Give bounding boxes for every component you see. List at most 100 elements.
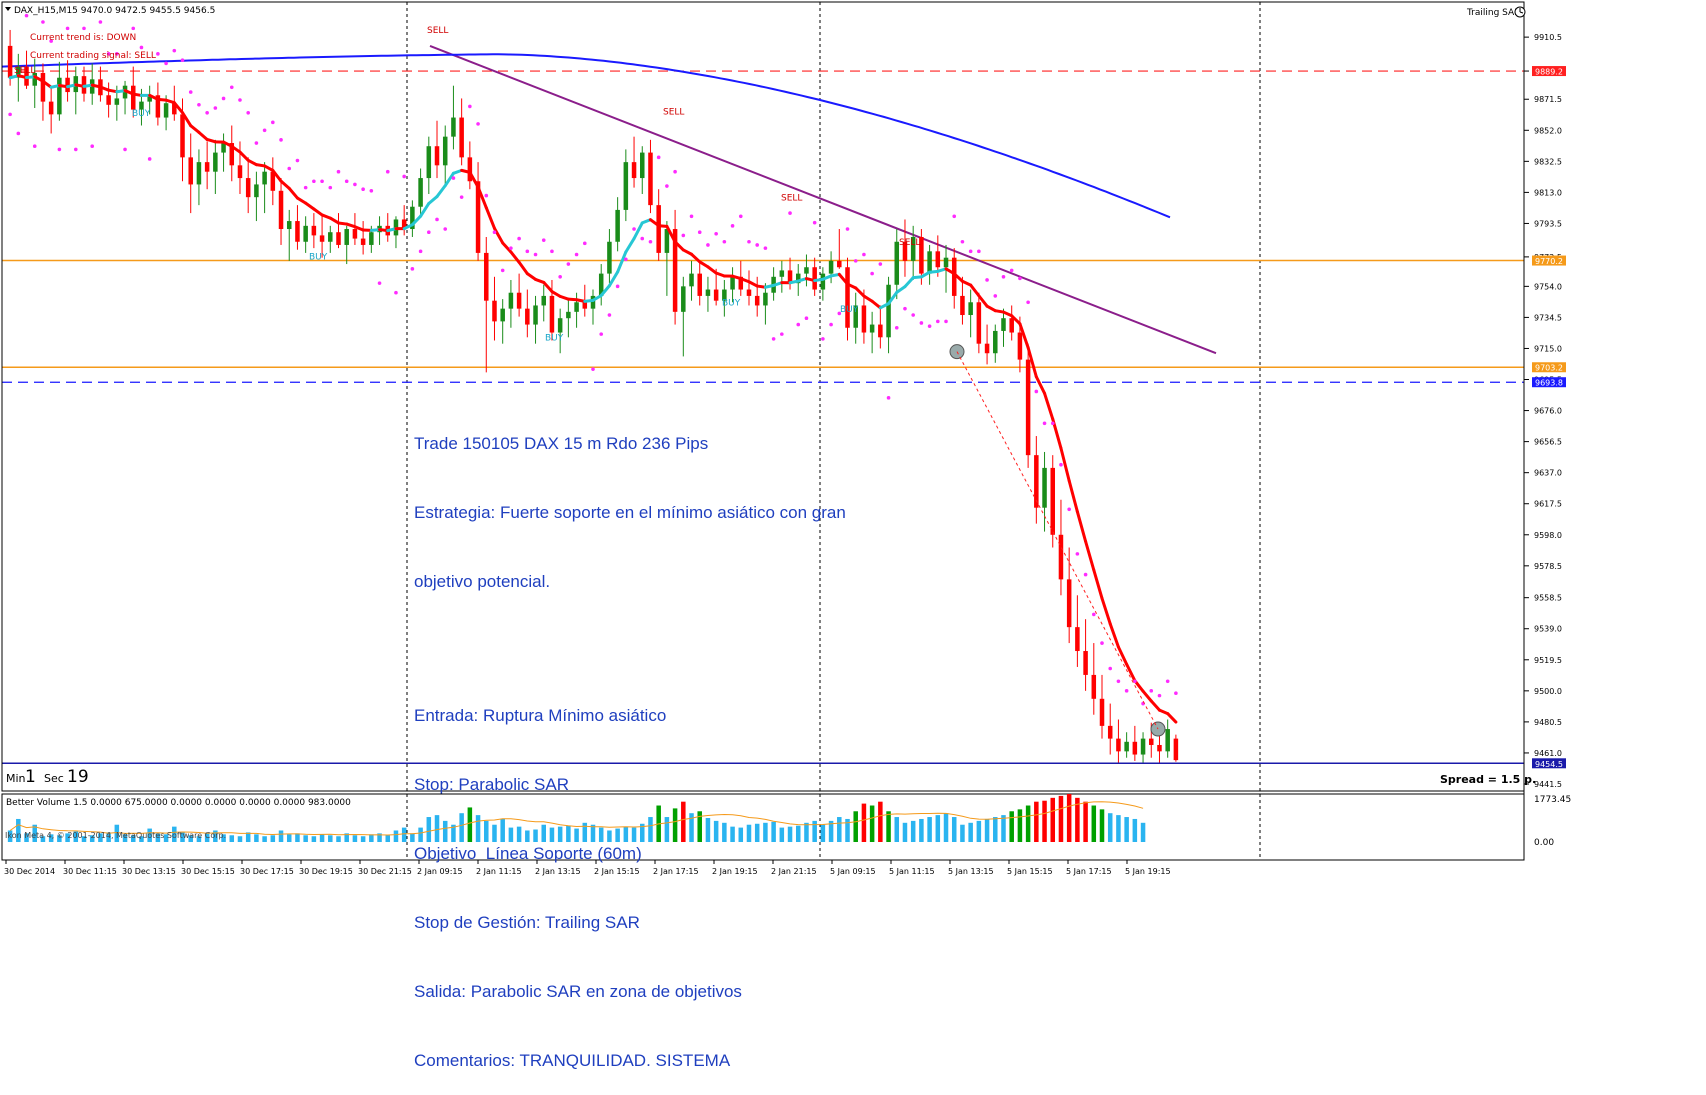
volume-bar bbox=[878, 802, 883, 842]
candle-body bbox=[1116, 739, 1121, 752]
volume-bar bbox=[394, 830, 399, 842]
sar-dot bbox=[911, 313, 915, 317]
sar-dot bbox=[263, 128, 267, 132]
sar-dot bbox=[460, 195, 464, 199]
sar-dot bbox=[591, 367, 595, 371]
current-signal-text: Current trading signal: SELL bbox=[30, 51, 156, 61]
level-tag-text: 9889.2 bbox=[1535, 68, 1563, 77]
sar-dot bbox=[624, 257, 628, 261]
candle-body bbox=[583, 302, 588, 308]
candle-body bbox=[862, 305, 867, 332]
volume-bar bbox=[353, 835, 358, 842]
candle-body bbox=[829, 261, 834, 274]
sar-dot bbox=[780, 332, 784, 336]
sar-dot bbox=[1018, 277, 1022, 281]
price-tick-label: 9871.5 bbox=[1534, 95, 1562, 104]
sar-dot bbox=[90, 144, 94, 148]
sar-dot bbox=[698, 230, 702, 234]
candle-body bbox=[648, 153, 653, 206]
sar-dot bbox=[74, 148, 78, 152]
sar-dot bbox=[599, 332, 603, 336]
candle-body bbox=[188, 157, 193, 184]
time-tick-label: 5 Jan 19:15 bbox=[1125, 867, 1171, 876]
volume-bar bbox=[1133, 819, 1138, 842]
sar-dot bbox=[501, 269, 505, 273]
volume-bar bbox=[1124, 817, 1129, 842]
sar-dot bbox=[1067, 507, 1071, 511]
price-tick-label: 9832.5 bbox=[1534, 157, 1562, 166]
candle-body bbox=[886, 285, 891, 338]
candle-body bbox=[1157, 745, 1162, 751]
volume-bar bbox=[230, 835, 235, 842]
sar-dot bbox=[887, 396, 891, 400]
sar-dot bbox=[739, 214, 743, 218]
candle-body bbox=[1124, 742, 1129, 752]
sar-dot bbox=[542, 238, 546, 242]
sar-dot bbox=[8, 113, 12, 117]
sar-dot bbox=[1002, 275, 1006, 279]
sar-dot bbox=[1084, 573, 1088, 577]
price-tick-label: 9852.0 bbox=[1534, 126, 1562, 135]
sar-dot bbox=[361, 187, 365, 191]
sar-dot bbox=[370, 189, 374, 193]
candle-body bbox=[164, 103, 169, 117]
level-tag-text: 9693.8 bbox=[1535, 379, 1563, 388]
sar-dot bbox=[205, 111, 209, 115]
price-tick-label: 9598.0 bbox=[1534, 531, 1562, 540]
candle-body bbox=[993, 331, 998, 353]
candle-body bbox=[927, 251, 932, 273]
level-tag-text: 9770.2 bbox=[1535, 257, 1563, 266]
sar-dot bbox=[156, 52, 160, 56]
price-tick-label: 9617.5 bbox=[1534, 500, 1562, 509]
candle-body bbox=[1067, 579, 1072, 627]
sar-dot bbox=[870, 272, 874, 276]
sar-dot bbox=[723, 240, 727, 244]
candle-body bbox=[492, 301, 497, 322]
sar-dot bbox=[148, 157, 152, 161]
sar-dot bbox=[173, 49, 177, 53]
sar-dot bbox=[821, 337, 825, 341]
spread-text: Spread = 1.5 p. bbox=[1440, 773, 1536, 786]
sar-dot bbox=[665, 184, 669, 188]
candle-body bbox=[443, 137, 448, 166]
volume-bar bbox=[254, 834, 259, 842]
sar-dot bbox=[1149, 689, 1153, 693]
price-tick-label: 9558.5 bbox=[1534, 594, 1562, 603]
sar-dot bbox=[468, 105, 472, 109]
volume-bar bbox=[295, 833, 300, 842]
sar-dot bbox=[214, 106, 218, 110]
price-tick-label: 9910.5 bbox=[1534, 33, 1562, 42]
sar-dot bbox=[476, 122, 480, 126]
candle-body bbox=[936, 251, 941, 267]
sar-dot bbox=[731, 224, 735, 228]
sar-dot bbox=[796, 323, 800, 327]
sar-dot bbox=[427, 230, 431, 234]
volume-bar bbox=[1059, 796, 1064, 842]
candle-body bbox=[763, 293, 768, 306]
sar-dot bbox=[419, 250, 423, 254]
candle-body bbox=[238, 165, 243, 178]
sar-dot bbox=[164, 62, 168, 66]
volume-bar bbox=[271, 835, 276, 842]
candle-body bbox=[106, 95, 111, 105]
sar-dot bbox=[879, 262, 883, 266]
candle-body bbox=[1050, 468, 1055, 535]
volume-bar bbox=[862, 804, 867, 842]
candle-body bbox=[944, 258, 949, 268]
sar-dot bbox=[895, 326, 899, 330]
candle-body bbox=[1083, 651, 1088, 675]
candle-body bbox=[369, 232, 374, 245]
volume-bar bbox=[1018, 809, 1023, 842]
sar-dot bbox=[181, 58, 185, 62]
price-tick-label: 9539.0 bbox=[1534, 625, 1562, 634]
sar-dot bbox=[706, 243, 710, 247]
candle-body bbox=[287, 221, 292, 229]
candle-body bbox=[878, 325, 883, 338]
candle-body bbox=[632, 162, 637, 178]
annotation-line bbox=[414, 639, 846, 658]
sar-dot bbox=[312, 179, 316, 183]
sar-dot bbox=[755, 243, 759, 247]
sar-dot bbox=[567, 262, 571, 266]
volume-bar bbox=[262, 836, 267, 842]
